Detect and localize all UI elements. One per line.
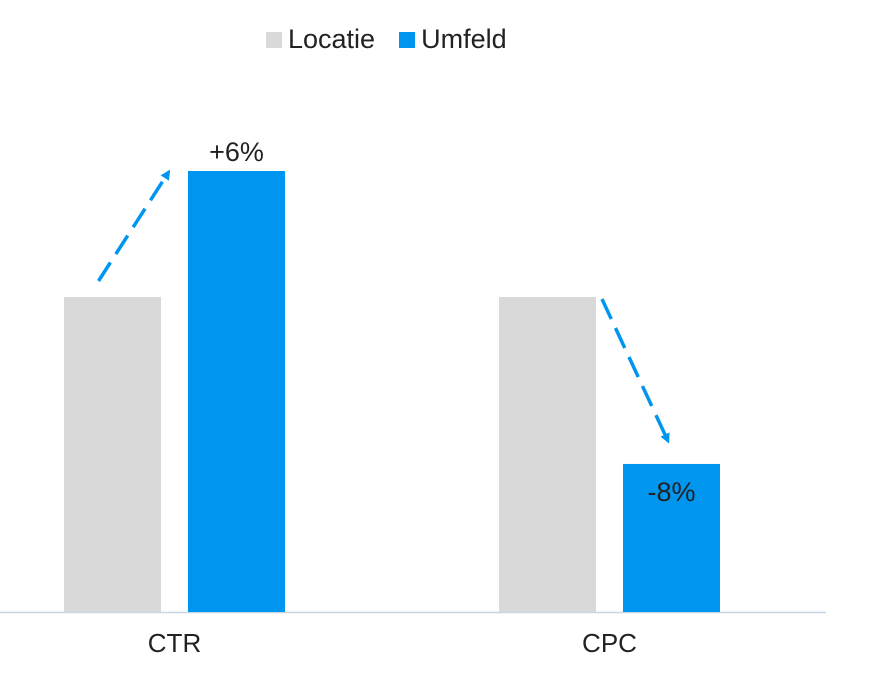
arrow-up-ctr: [97, 169, 171, 282]
x-tick-label-ctr: CTR: [148, 628, 201, 658]
legend-label-umfeld: Umfeld: [421, 24, 507, 54]
legend-item-umfeld: Umfeld: [399, 24, 507, 55]
bar-locatie-cpc: [499, 297, 596, 612]
legend-item-locatie: Locatie: [266, 24, 375, 55]
bar-umfeld-cpc: [623, 463, 720, 612]
data-label-cpc: -8%: [647, 477, 695, 507]
legend: Locatie Umfeld: [266, 24, 531, 55]
data-label-ctr: +6%: [209, 137, 264, 167]
legend-label-locatie: Locatie: [288, 24, 376, 54]
legend-swatch-locatie: [266, 31, 282, 48]
x-tick-label-cpc: CPC: [582, 628, 637, 658]
bar-umfeld-ctr: [188, 171, 285, 612]
arrow-down-cpc: [600, 298, 670, 444]
bar-locatie-ctr: [64, 297, 161, 612]
legend-swatch-umfeld: [399, 31, 416, 48]
